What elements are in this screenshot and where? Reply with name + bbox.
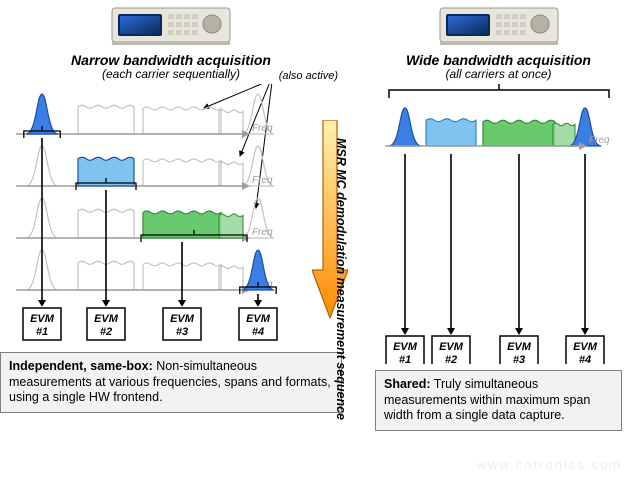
svg-text:Freq: Freq xyxy=(252,227,273,238)
watermark: www.cntronics.com xyxy=(477,457,622,472)
left-title-line1: Narrow bandwidth acquisition xyxy=(0,52,342,68)
narrow-acquisition-panel: Narrow bandwidth acquisition (each carri… xyxy=(0,0,342,413)
right-spectra-area: Freq xyxy=(375,100,622,154)
svg-text:EVM: EVM xyxy=(246,313,271,325)
svg-text:#1: #1 xyxy=(36,326,48,338)
svg-text:Freq: Freq xyxy=(589,135,610,146)
left-spectra-area: (also active) FreqFreqFreqFreq xyxy=(0,84,342,302)
svg-text:EVM: EVM xyxy=(170,313,195,325)
right-title-block: Wide bandwidth acquisition (all carriers… xyxy=(375,52,622,82)
svg-text:#3: #3 xyxy=(513,354,525,364)
right-evm-row: EVM#1EVM#2EVM#3EVM#4 xyxy=(375,154,622,364)
wide-acquisition-panel: Wide bandwidth acquisition (all carriers… xyxy=(375,0,622,431)
right-title-line2: (all carriers at once) xyxy=(375,68,622,82)
right-spectra-row: Freq xyxy=(379,100,619,154)
svg-text:EVM: EVM xyxy=(94,313,119,325)
instrument-image-left xyxy=(106,2,236,48)
right-caption: Shared: Truly simultaneous measurements … xyxy=(375,370,622,431)
svg-text:EVM: EVM xyxy=(393,341,418,353)
also-active-label: (also active) xyxy=(279,70,338,82)
svg-text:#2: #2 xyxy=(100,326,112,338)
left-caption: Independent, same-box: Non-simultaneous … xyxy=(0,352,342,413)
left-evm-row: EVM#1EVM#2EVM#3EVM#4 xyxy=(0,302,342,346)
svg-text:#4: #4 xyxy=(579,354,591,364)
svg-text:#2: #2 xyxy=(445,354,457,364)
left-caption-lead: Independent, same-box: xyxy=(9,359,153,373)
svg-text:#4: #4 xyxy=(252,326,264,338)
svg-text:EVM: EVM xyxy=(30,313,55,325)
svg-text:#3: #3 xyxy=(176,326,188,338)
right-title-line1: Wide bandwidth acquisition xyxy=(375,52,622,68)
svg-text:EVM: EVM xyxy=(573,341,598,353)
svg-text:Freq: Freq xyxy=(252,123,273,134)
svg-text:Freq: Freq xyxy=(252,175,273,186)
instrument-image-right xyxy=(434,2,564,48)
left-spectra-rows: FreqFreqFreqFreq xyxy=(10,88,310,306)
bracket-wide xyxy=(381,84,617,100)
demod-sequence-label: MSR MC demodulation measurement sequence xyxy=(334,138,348,420)
svg-text:EVM: EVM xyxy=(439,341,464,353)
svg-text:EVM: EVM xyxy=(507,341,532,353)
right-caption-lead: Shared: xyxy=(384,377,431,391)
svg-text:#1: #1 xyxy=(399,354,411,364)
